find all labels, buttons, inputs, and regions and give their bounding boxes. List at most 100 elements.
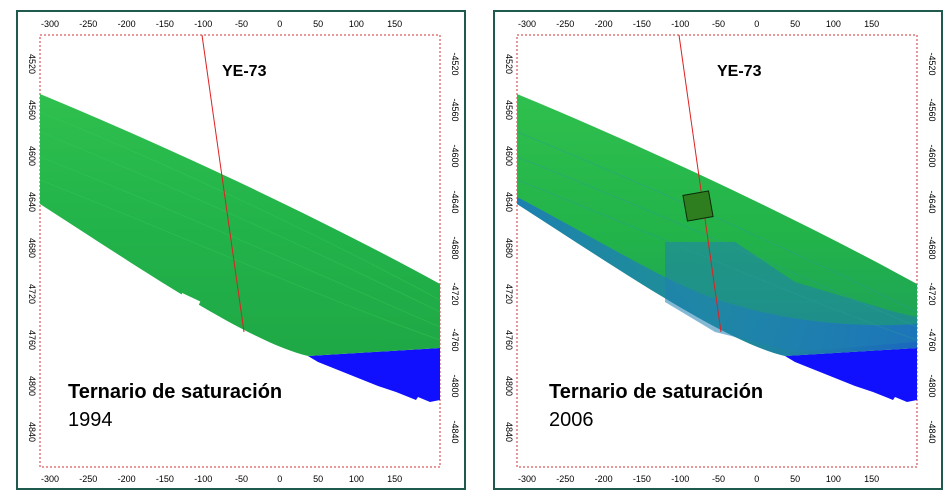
x-tick-label: 0 (754, 474, 759, 484)
x-tick-label: -150 (633, 19, 651, 29)
y-ticks-right: -4520 -4560 -4600 -4640 -4680 -4720 -4760 -4800… (450, 52, 460, 443)
panel-2006: -300 -250 -200 -150 -100 -50 0 50 100 150 -300 -25… (493, 10, 943, 490)
x-tick-label: 0 (277, 474, 282, 484)
x-tick-label: 150 (864, 474, 879, 484)
y-tick-label: -4600 (450, 144, 460, 167)
y-tick-label: 4720 (27, 284, 37, 304)
x-tick-label: -150 (156, 474, 174, 484)
y-tick-label: -4520 (927, 52, 937, 75)
x-tick-label: 150 (387, 19, 402, 29)
x-tick-label: -100 (194, 474, 212, 484)
x-tick-label: 0 (754, 19, 759, 29)
x-tick-label: 50 (790, 19, 800, 29)
x-ticks-bottom: -300 -250 -200 -150 -100 -50 0 50 100 150 (518, 474, 879, 484)
x-tick-label: 100 (349, 19, 364, 29)
x-tick-label: -50 (235, 474, 248, 484)
y-tick-label: -4640 (450, 190, 460, 213)
y-tick-label: -4520 (450, 52, 460, 75)
y-tick-label: -4840 (450, 420, 460, 443)
x-tick-label: -300 (41, 474, 59, 484)
water-zone (785, 348, 917, 402)
y-tick-label: -4600 (927, 144, 937, 167)
caption-title: Ternario de saturación (549, 381, 763, 403)
x-tick-label: -200 (595, 19, 613, 29)
y-tick-label: 4560 (504, 100, 514, 120)
layer-striations (516, 131, 918, 341)
y-tick-label: -4560 (450, 98, 460, 121)
caption-year: 2006 (549, 409, 594, 431)
x-ticks-top: -300 -250 -200 -150 -100 -50 0 50 100 150 (41, 19, 402, 29)
gap-marker (179, 293, 201, 307)
well-trajectory (678, 34, 722, 333)
y-tick-label: 4760 (504, 330, 514, 350)
x-tick-label: -50 (712, 19, 725, 29)
x-tick-label: 50 (790, 474, 800, 484)
y-tick-label: 4560 (27, 100, 37, 120)
y-tick-label: -4640 (927, 190, 937, 213)
y-tick-label: 4760 (27, 330, 37, 350)
x-tick-label: 150 (387, 474, 402, 484)
gap-marker (633, 293, 655, 307)
x-tick-label: -300 (518, 19, 536, 29)
y-tick-label: 4680 (27, 238, 37, 258)
x-tick-label: -200 (118, 19, 136, 29)
x-tick-label: -300 (518, 474, 536, 484)
x-tick-label: -150 (633, 474, 651, 484)
y-tick-label: 4520 (504, 54, 514, 74)
x-tick-label: -250 (556, 474, 574, 484)
x-ticks-top: -300 -250 -200 -150 -100 -50 0 50 100 150 (518, 19, 879, 29)
x-ticks-bottom: -300 -250 -200 -150 -100 -50 0 50 100 150 (41, 474, 402, 484)
y-tick-label: 4800 (504, 376, 514, 396)
well-trajectory (201, 34, 245, 333)
x-tick-label: -200 (595, 474, 613, 484)
y-tick-label: -4720 (450, 282, 460, 305)
x-tick-label: 50 (313, 474, 323, 484)
layer-striations (39, 111, 441, 341)
y-tick-label: -4720 (927, 282, 937, 305)
y-tick-label: -4840 (927, 420, 937, 443)
oil-layer (40, 94, 440, 356)
well-label: YE-73 (717, 63, 762, 80)
x-tick-label: -100 (194, 19, 212, 29)
y-ticks-left: 4520 4560 4600 4640 4680 4720 4760 4800 4840 (504, 54, 514, 442)
x-tick-label: -50 (712, 474, 725, 484)
x-tick-label: -250 (79, 474, 97, 484)
y-tick-label: 4840 (504, 422, 514, 442)
y-tick-label: -4760 (927, 328, 937, 351)
y-tick-label: 4600 (504, 146, 514, 166)
x-tick-label: -300 (41, 19, 59, 29)
completion-marker (682, 190, 714, 222)
x-tick-label: -250 (556, 19, 574, 29)
y-tick-label: 4640 (504, 192, 514, 212)
caption-title: Ternario de saturación (68, 381, 282, 403)
y-tick-label: -4760 (450, 328, 460, 351)
x-tick-label: 0 (277, 19, 282, 29)
x-tick-label: 100 (349, 474, 364, 484)
y-tick-label: 4520 (27, 54, 37, 74)
x-tick-label: -150 (156, 19, 174, 29)
x-tick-label: 100 (826, 19, 841, 29)
caption-year: 1994 (68, 409, 113, 431)
x-tick-label: -200 (118, 474, 136, 484)
y-tick-label: -4680 (450, 236, 460, 259)
x-tick-label: -100 (671, 474, 689, 484)
x-tick-label: -100 (671, 19, 689, 29)
y-tick-label: 4600 (27, 146, 37, 166)
panel-1994: -300 -250 -200 -150 -100 -50 0 50 100 150 -300 -25… (16, 10, 466, 490)
saturation-section-1994: -300 -250 -200 -150 -100 -50 0 50 100 150 -300 -25… (27, 19, 460, 484)
y-ticks-right: -4520 -4560 -4600 -4640 -4680 -4720 -4760 -4800… (927, 52, 937, 443)
y-tick-label: 4800 (27, 376, 37, 396)
well-label: YE-73 (222, 63, 267, 80)
y-tick-label: -4800 (927, 374, 937, 397)
x-tick-label: 150 (864, 19, 879, 29)
y-ticks-left: 4520 4560 4600 4640 4680 4720 4760 4800 4840 (27, 54, 37, 442)
x-tick-label: 100 (826, 474, 841, 484)
y-tick-label: 4840 (27, 422, 37, 442)
y-tick-label: 4680 (504, 238, 514, 258)
y-tick-label: -4560 (927, 98, 937, 121)
water-zone (308, 348, 440, 402)
y-tick-label: -4800 (450, 374, 460, 397)
y-tick-label: -4680 (927, 236, 937, 259)
x-tick-label: 50 (313, 19, 323, 29)
water-front-plume (665, 242, 917, 352)
